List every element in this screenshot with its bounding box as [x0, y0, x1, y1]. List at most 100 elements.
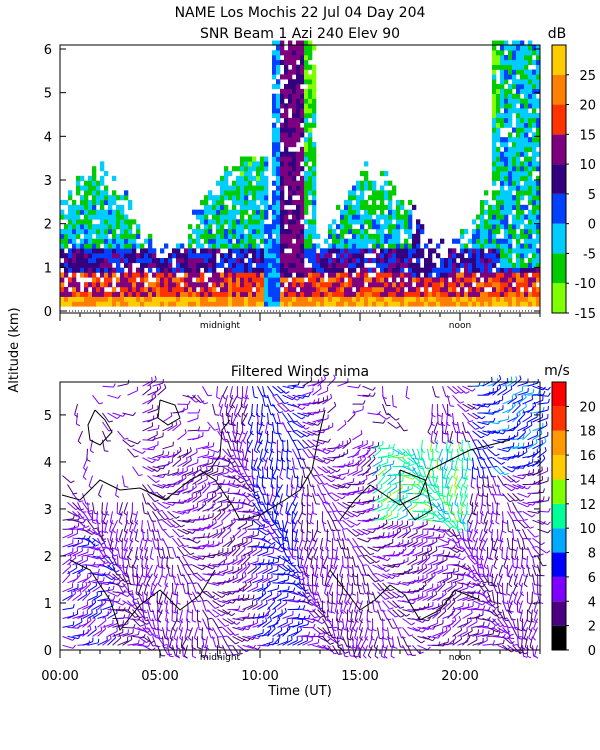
- snr-cell: [276, 248, 281, 254]
- wind-barb-shaft: [162, 528, 171, 538]
- snr-cell: [280, 113, 285, 119]
- snr-cell: [112, 199, 117, 206]
- wind-barb-shaft: [72, 568, 83, 575]
- snr-cell: [236, 209, 241, 215]
- wind-barb-shaft: [112, 632, 123, 637]
- wind-barb-flag: [127, 556, 132, 561]
- snr-cell: [68, 253, 73, 259]
- snr-cell: [492, 79, 497, 85]
- snr-cell: [304, 151, 309, 157]
- snr-cell: [120, 219, 125, 225]
- snr-cell: [364, 291, 369, 297]
- snr-cell: [496, 122, 501, 128]
- wind-barb-shaft: [202, 485, 211, 494]
- snr-cell: [292, 93, 297, 99]
- snr-cell: [100, 199, 105, 206]
- snr-cell: [176, 291, 181, 297]
- wind-barb-shaft: [197, 486, 207, 494]
- wind-barb-shaft: [157, 519, 164, 531]
- wind-barb-shaft: [152, 484, 163, 489]
- wind-barb-shaft: [102, 537, 108, 549]
- snr-cell: [508, 209, 513, 215]
- snr-cell: [112, 190, 117, 196]
- snr-cell: [208, 209, 213, 215]
- snr-cell: [512, 267, 517, 273]
- wind-barb-shaft: [147, 444, 159, 450]
- snr-cell: [152, 301, 157, 307]
- wind-barb-shaft: [162, 627, 166, 639]
- wind-barb-shaft: [163, 591, 168, 603]
- snr-cell: [276, 296, 281, 302]
- snr-cell: [500, 88, 505, 94]
- snr-cell: [288, 180, 293, 186]
- snr-cell: [300, 180, 305, 186]
- snr-cell: [308, 142, 313, 148]
- snr-cell: [356, 209, 361, 215]
- snr-cell: [500, 161, 505, 167]
- snr-cell: [508, 253, 513, 259]
- wind-barb-shaft: [72, 621, 83, 628]
- snr-cell: [452, 272, 457, 278]
- snr-cell: [536, 103, 541, 109]
- wind-barb-shaft: [232, 466, 241, 476]
- snr-cell: [492, 132, 497, 138]
- snr-cell: [408, 219, 413, 225]
- wind-barb-shaft: [187, 546, 199, 550]
- wind-barb-shaft: [177, 555, 184, 566]
- wind-barb-shaft: [87, 546, 99, 551]
- snr-cell: [516, 108, 521, 114]
- snr-cell: [316, 291, 321, 297]
- wind-barb-shaft: [230, 412, 233, 425]
- wind-barb-shaft: [247, 549, 257, 557]
- wind-barb-flag: [254, 450, 258, 454]
- wind-barb-flag: [113, 596, 116, 601]
- wind-barb-flag: [85, 581, 88, 586]
- snr-cell: [484, 262, 489, 268]
- snr-cell: [424, 296, 429, 302]
- snr-cell: [524, 282, 529, 288]
- snr-cell: [312, 64, 317, 70]
- snr-cell: [300, 74, 305, 80]
- snr-cell: [148, 243, 153, 249]
- snr-cell: [416, 224, 421, 230]
- wind-barb-flag: [130, 521, 134, 525]
- snr-cell: [72, 286, 77, 293]
- wind-barb-flag: [101, 600, 103, 605]
- wind-barb-flag: [124, 548, 128, 552]
- snr-cell: [336, 238, 341, 244]
- snr-cell: [312, 103, 317, 109]
- wind-barb-shaft: [222, 412, 224, 425]
- snr-cell: [192, 291, 197, 297]
- snr-cell: [100, 195, 105, 201]
- wind-barb-shaft: [142, 466, 153, 473]
- snr-cell: [348, 296, 353, 302]
- snr-cell: [312, 257, 317, 264]
- wind-barb-flag: [174, 593, 179, 597]
- snr-cell: [288, 272, 293, 278]
- snr-cell: [384, 267, 389, 273]
- wind-barb-flag: [151, 459, 156, 464]
- snr-cell: [296, 127, 301, 133]
- snr-cell: [312, 79, 317, 85]
- snr-cell: [500, 175, 505, 181]
- snr-cell: [388, 190, 393, 196]
- snr-cell: [216, 199, 221, 206]
- snr-cell: [528, 185, 533, 191]
- wind-barb-shaft: [72, 633, 84, 637]
- snr-cell: [256, 253, 261, 259]
- snr-cell: [460, 257, 465, 264]
- snr-cell: [500, 74, 505, 80]
- snr-cell: [500, 50, 505, 56]
- wind-barb-flag: [197, 600, 202, 602]
- snr-cell: [60, 233, 65, 239]
- snr-cell: [136, 257, 141, 264]
- wind-barb-shaft: [242, 501, 253, 507]
- snr-cell: [408, 257, 413, 264]
- snr-cell: [176, 296, 181, 302]
- wind-barb-flag: [201, 655, 206, 659]
- wind-barb-shaft: [274, 511, 278, 523]
- snr-cell: [412, 272, 417, 278]
- wind-barb-flag: [223, 423, 228, 426]
- snr-cell: [256, 228, 261, 235]
- snr-cell: [284, 262, 289, 268]
